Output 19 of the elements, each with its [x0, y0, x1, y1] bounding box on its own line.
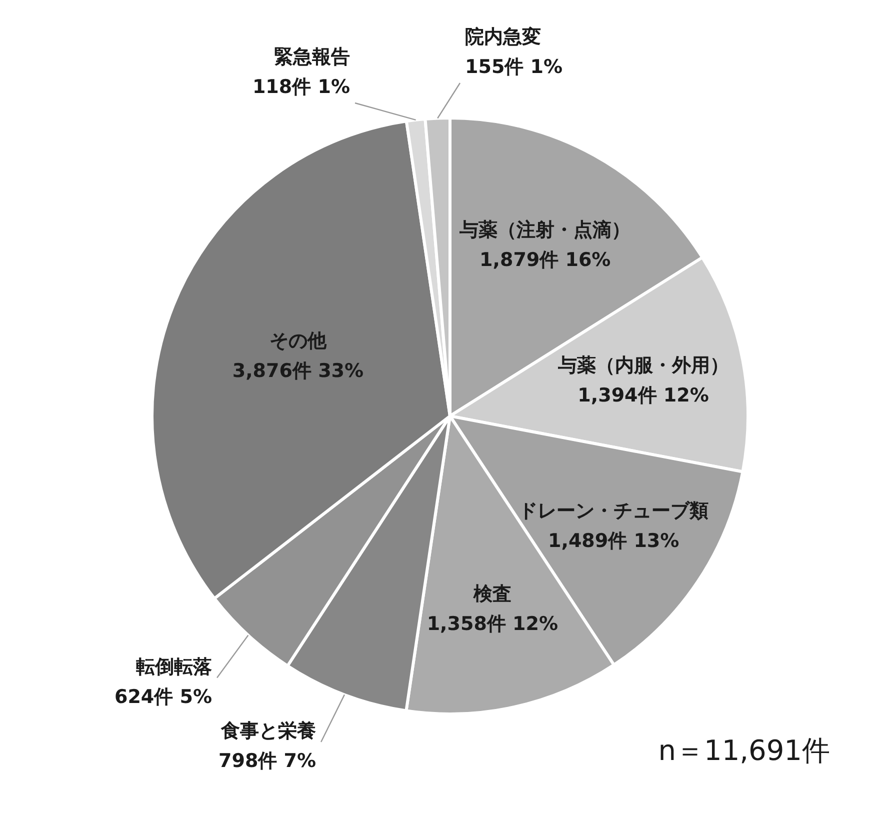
- data-label: 118件 1%: [252, 76, 350, 98]
- data-label: 798件 7%: [218, 750, 316, 772]
- slice-label: 食事と栄養: [220, 720, 316, 742]
- slice-label: 転倒転落: [136, 656, 212, 678]
- slice-label: ドレーン・チューブ類: [518, 500, 709, 522]
- slice-label: 与薬（注射・点滴）: [458, 218, 631, 241]
- data-label: 155件 1%: [465, 56, 563, 78]
- data-label: 1,879件 16%: [480, 248, 611, 271]
- slice-label: 検査: [472, 583, 512, 606]
- slice-label: 与薬（内服・外用）: [556, 354, 729, 377]
- data-label: 3,876件 33%: [232, 360, 364, 382]
- slice-label: その他: [269, 330, 328, 352]
- slice-label: 緊急報告: [274, 46, 350, 68]
- data-label: 1,394件 12%: [578, 384, 709, 407]
- data-label: 1,358件 12%: [426, 613, 558, 636]
- data-label: 1,489件 13%: [548, 530, 680, 552]
- data-label: 624件 5%: [114, 686, 212, 708]
- text: n＝11,691件: [658, 734, 830, 767]
- slice-label: 院内急変: [465, 26, 541, 48]
